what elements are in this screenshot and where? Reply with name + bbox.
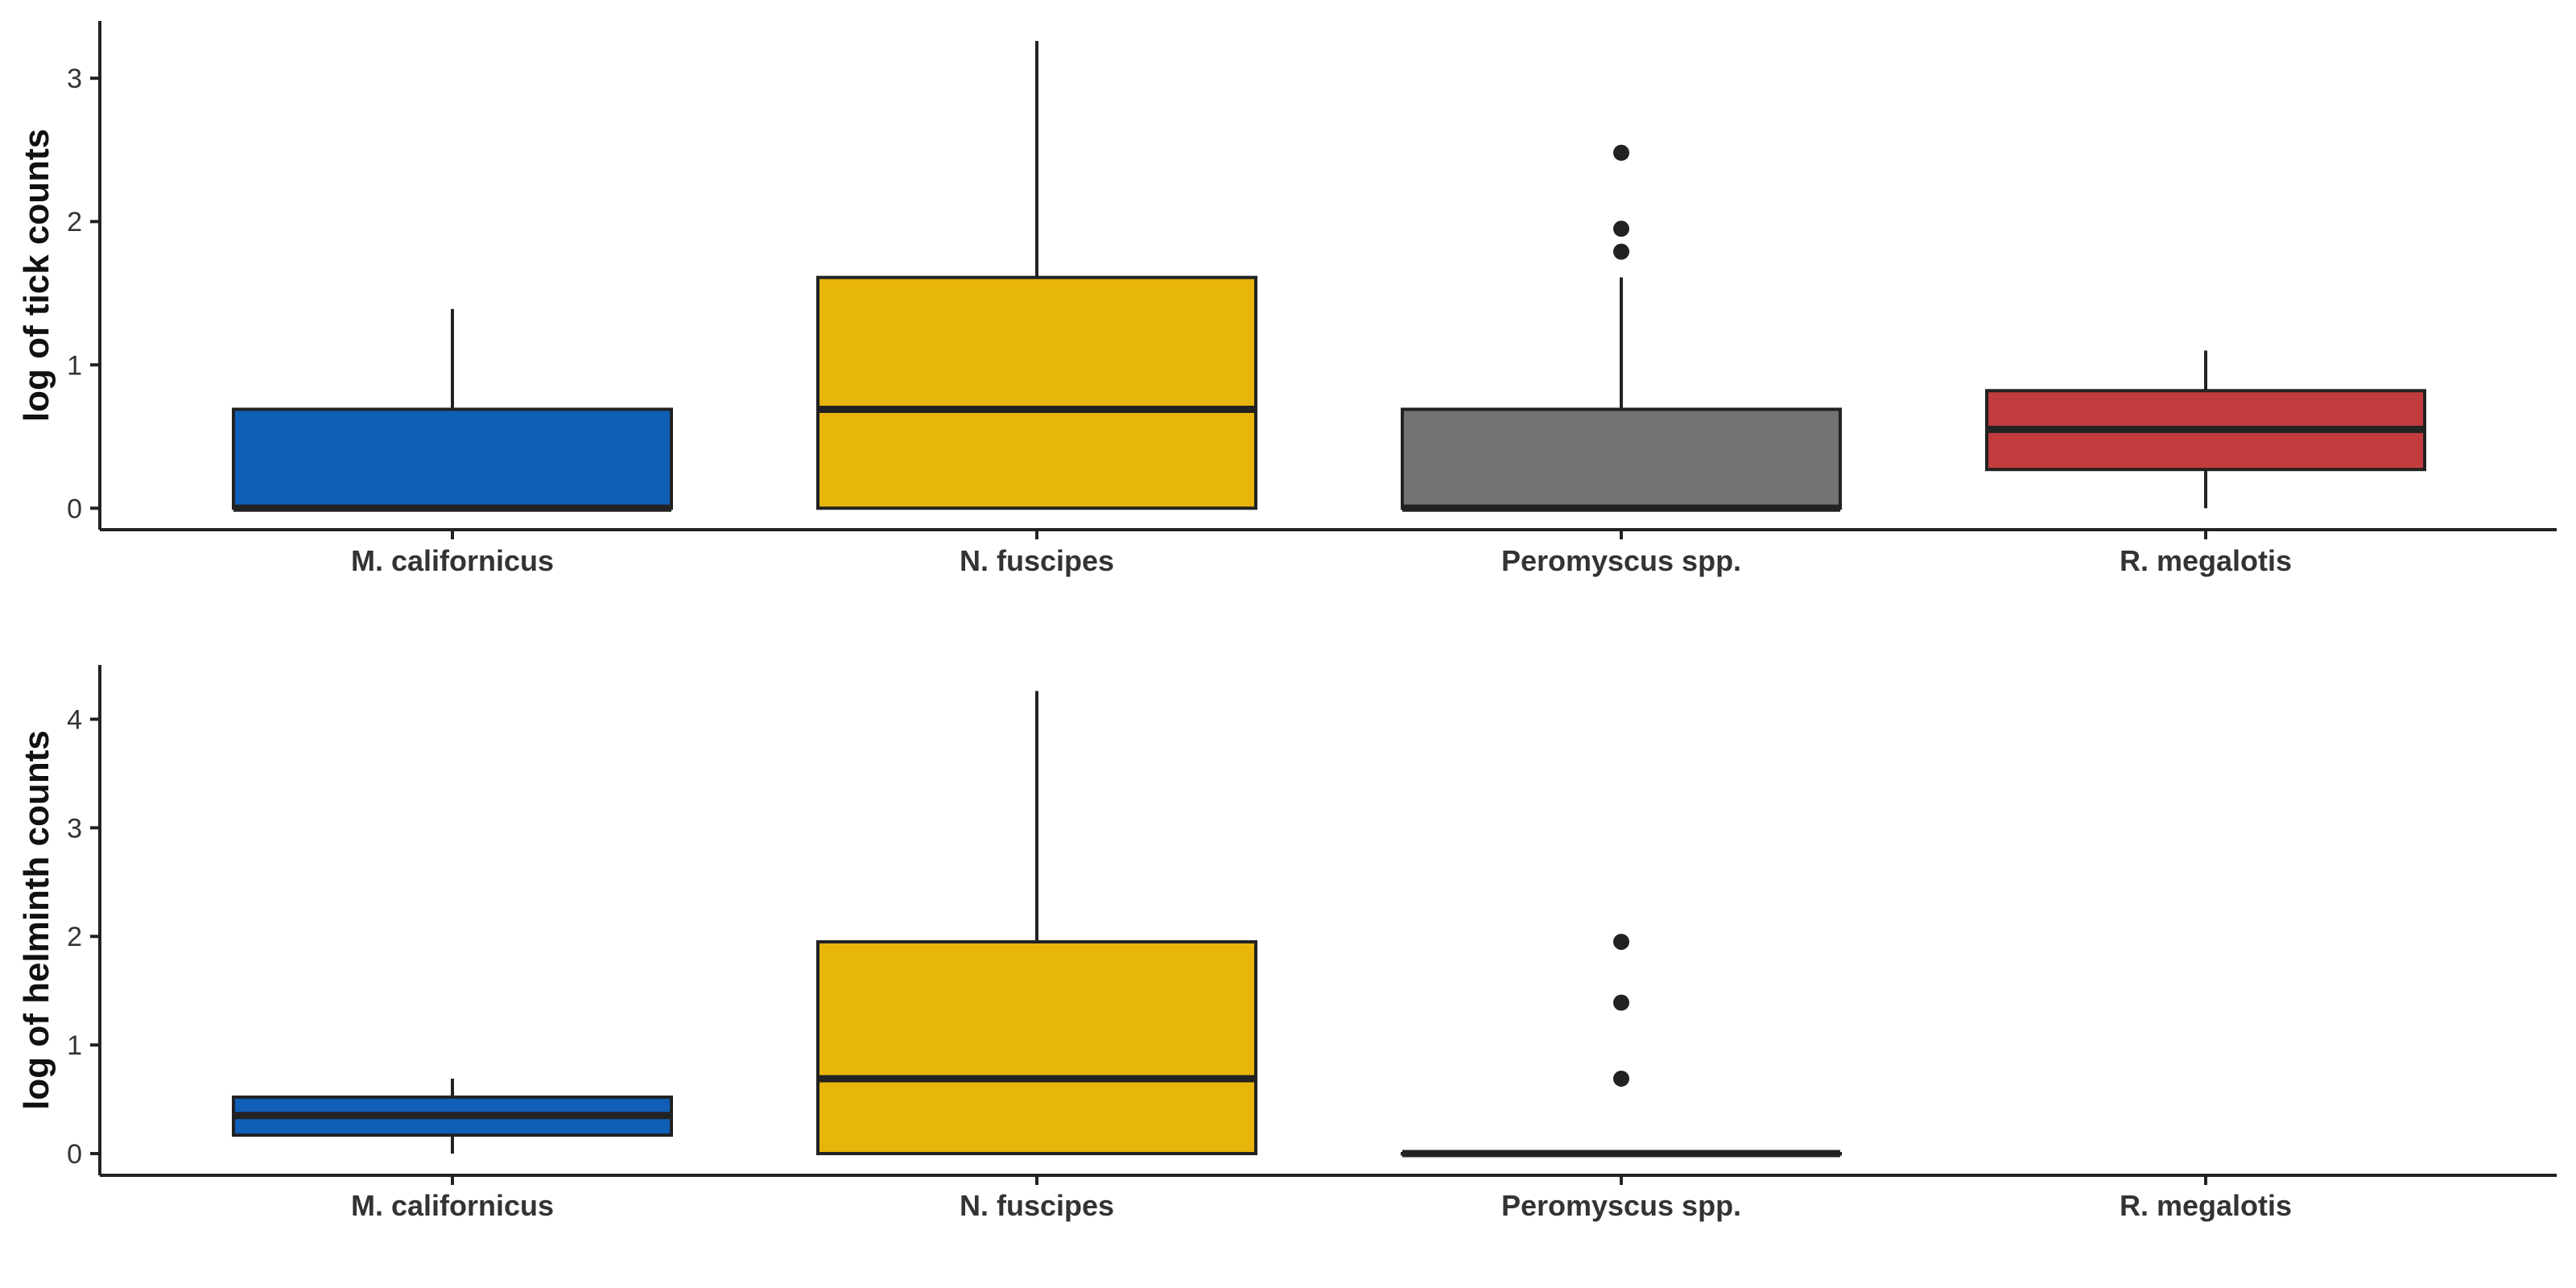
x-tick-label: M. californicus — [351, 544, 554, 577]
helminth-counts-panel: 0 1 2 3 4 log of helminth counts M. californic… — [17, 665, 2557, 1222]
x-tick-label: R. megalotis — [2120, 1189, 2292, 1222]
y-tick-label: 0 — [67, 493, 82, 524]
box-n-fuscipes — [816, 40, 1257, 510]
x-tick-label: N. fuscipes — [960, 1189, 1114, 1222]
box-n-fuscipes — [816, 691, 1257, 1156]
outlier-point — [1613, 144, 1629, 161]
y-tick-label: 3 — [67, 64, 82, 94]
y-tick-label: 1 — [67, 1030, 82, 1061]
y-tick-label: 3 — [67, 813, 82, 844]
x-tick-label: R. megalotis — [2120, 544, 2292, 577]
iqr-box — [1401, 407, 1842, 510]
y-tick-label: 2 — [67, 207, 82, 237]
y-tick-label: 0 — [67, 1139, 82, 1170]
x-tick-label: Peromyscus spp. — [1501, 544, 1741, 577]
x-tick-label: Peromyscus spp. — [1501, 1189, 1741, 1222]
tick-counts-panel: 0 1 2 3 log of tick counts M. californicus N. … — [17, 21, 2557, 577]
y-tick-label: 2 — [67, 922, 82, 952]
outlier-point — [1613, 243, 1629, 260]
y-axis-label: log of helminth counts — [17, 730, 56, 1110]
x-tick-label: N. fuscipes — [960, 544, 1114, 577]
iqr-box — [816, 939, 1257, 1156]
box-peromyscus-spp — [1401, 144, 1842, 512]
outlier-point — [1613, 933, 1629, 950]
box-m-californicus — [232, 1078, 673, 1154]
y-axis-label: log of tick counts — [17, 129, 56, 422]
box-r-megalotis — [1985, 350, 2426, 509]
box-m-californicus — [232, 308, 673, 512]
outlier-point — [1613, 1070, 1629, 1087]
y-tick-label: 1 — [67, 350, 82, 381]
y-tick-label: 4 — [67, 704, 82, 735]
box-peromyscus-spp — [1401, 933, 1842, 1158]
x-tick-label: M. californicus — [351, 1189, 554, 1222]
outlier-point — [1613, 994, 1629, 1011]
iqr-box — [816, 275, 1257, 510]
outlier-point — [1613, 221, 1629, 237]
iqr-box — [232, 407, 673, 510]
